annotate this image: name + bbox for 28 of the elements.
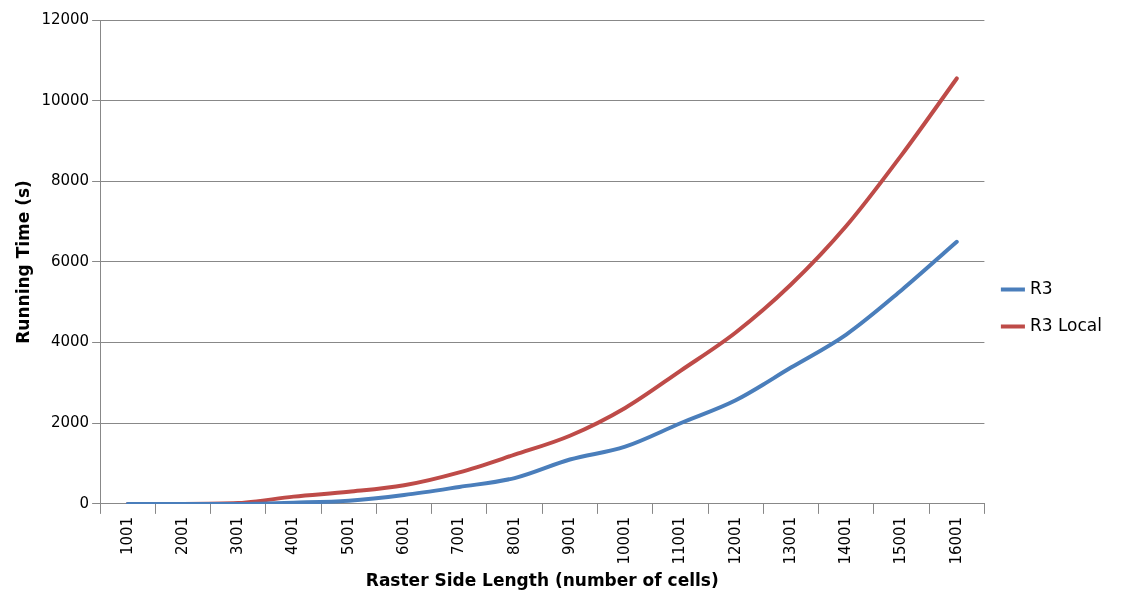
legend-label: R3 Local [1029, 314, 1102, 335]
y-tick-label: 4000 [50, 332, 90, 351]
x-tick-label: 15001 [891, 516, 910, 565]
x-tick-label: 5001 [338, 516, 357, 556]
x-tick-label: 9001 [559, 516, 578, 556]
x-axis-title: Raster Side Length (number of cells) [365, 570, 719, 591]
x-tick-label: 14001 [836, 516, 855, 565]
x-tick-label: 6001 [393, 516, 412, 556]
x-tick-label: 2001 [172, 516, 191, 556]
y-axis-title: Running Time (s) [12, 180, 33, 344]
y-tick-label: 10000 [41, 90, 90, 109]
y-tick-label: 0 [79, 493, 90, 512]
y-tick-label: 8000 [50, 171, 90, 190]
x-tick-label: 1001 [117, 516, 136, 556]
x-tick-label: 16001 [946, 516, 965, 565]
x-tick-label: 7001 [449, 516, 468, 556]
line-series [125, 239, 959, 504]
x-tick-label: 11001 [670, 516, 689, 565]
y-tick-label: 12000 [41, 9, 90, 28]
x-tick-label: 10001 [615, 516, 634, 565]
legend-label: R3 [1029, 277, 1053, 298]
x-tick-label: 3001 [228, 516, 247, 556]
x-tick-label: 12001 [725, 516, 744, 565]
x-tick-label: 8001 [504, 516, 523, 556]
y-tick-label: 2000 [50, 413, 90, 432]
y-tick-label: 6000 [50, 251, 90, 270]
x-tick-label: 13001 [780, 516, 799, 565]
x-tick-label: 4001 [283, 516, 302, 556]
